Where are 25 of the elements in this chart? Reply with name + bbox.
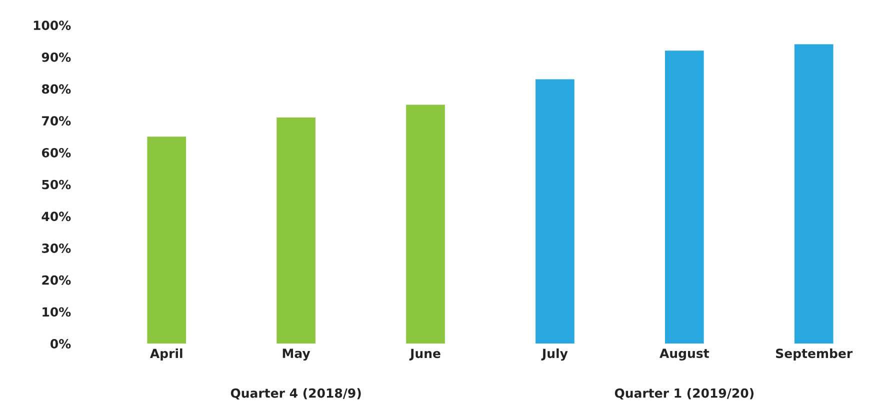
y-tick-label: 0%: [50, 339, 71, 349]
y-tick-label: 100%: [34, 20, 71, 30]
y-tick-label: 70%: [42, 116, 71, 126]
bar: [406, 104, 445, 344]
x-tick-label: May: [282, 348, 310, 361]
bar: [536, 79, 574, 344]
bar: [794, 44, 834, 344]
x-tick-label: September: [776, 348, 853, 361]
text: Quarter 1 (2019/20): [614, 388, 754, 400]
y-tick-label: 10%: [42, 307, 71, 317]
x-tick-label: July: [541, 348, 568, 361]
bar: [276, 117, 316, 344]
y-tick-label: 50%: [42, 180, 71, 190]
bar: [664, 50, 704, 344]
y-tick-label: 80%: [42, 84, 71, 94]
text: Quarter 4 (2018/9): [230, 388, 361, 400]
y-tick-label: 60%: [42, 148, 71, 158]
y-tick-label: 40%: [42, 212, 71, 222]
y-tick-label: 30%: [42, 244, 71, 253]
x-tick-label: June: [409, 348, 440, 360]
y-tick-label: 20%: [42, 275, 71, 285]
x-tick-label: April: [150, 348, 182, 361]
bar: [147, 136, 186, 344]
x-tick-label: August: [660, 348, 710, 361]
y-tick-label: 90%: [42, 52, 71, 62]
